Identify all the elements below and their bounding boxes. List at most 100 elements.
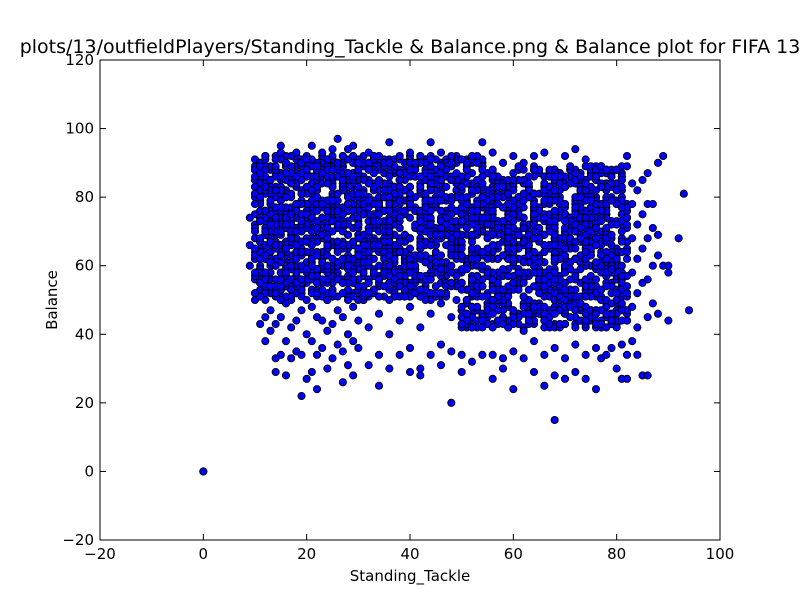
data-point xyxy=(653,230,663,239)
data-point xyxy=(591,206,601,215)
data-point xyxy=(276,251,285,260)
data-point xyxy=(473,199,482,209)
data-point xyxy=(338,241,347,250)
data-point xyxy=(261,151,270,161)
data-point xyxy=(447,151,456,161)
data-point xyxy=(426,155,435,164)
data-point xyxy=(622,350,632,359)
data-point xyxy=(287,292,296,301)
data-point xyxy=(560,354,570,363)
data-point xyxy=(509,151,518,161)
data-point xyxy=(509,347,518,356)
data-point xyxy=(261,337,270,346)
data-point xyxy=(467,254,477,263)
data-point xyxy=(256,217,265,226)
data-point xyxy=(426,179,435,188)
data-point xyxy=(524,179,533,188)
data-point xyxy=(622,151,632,161)
data-point xyxy=(457,319,466,329)
data-point xyxy=(271,213,280,222)
data-point xyxy=(297,275,306,284)
data-point xyxy=(462,295,471,305)
data-point xyxy=(266,175,275,185)
data-point xyxy=(581,247,590,257)
data-point xyxy=(679,189,688,198)
data-point xyxy=(436,162,446,171)
data-point xyxy=(633,350,642,359)
data-point xyxy=(514,285,523,294)
data-point xyxy=(287,234,296,243)
data-point xyxy=(405,148,415,157)
data-point xyxy=(276,203,285,212)
data-point xyxy=(323,295,332,305)
data-point xyxy=(478,213,487,222)
data-point xyxy=(302,374,311,383)
data-point xyxy=(256,193,265,202)
data-point xyxy=(571,367,580,377)
data-point xyxy=(395,169,404,178)
data-point xyxy=(256,319,265,329)
data-point xyxy=(426,220,435,229)
data-point xyxy=(488,309,497,318)
data-point xyxy=(550,268,559,277)
data-point xyxy=(617,271,626,281)
data-point xyxy=(560,223,570,233)
data-point xyxy=(312,223,322,233)
data-point xyxy=(250,244,260,253)
data-point xyxy=(462,193,471,202)
data-point xyxy=(638,175,647,185)
data-point xyxy=(524,309,533,318)
data-point xyxy=(287,354,296,363)
data-point xyxy=(519,196,528,205)
data-point xyxy=(385,364,394,373)
data-point xyxy=(653,309,663,318)
data-point xyxy=(617,299,626,308)
data-point xyxy=(395,223,404,233)
data-point xyxy=(323,241,332,250)
data-point xyxy=(333,134,342,143)
data-point xyxy=(473,158,482,167)
data-point xyxy=(633,323,642,332)
data-point xyxy=(483,268,492,277)
data-point xyxy=(664,268,673,277)
data-point xyxy=(597,217,606,226)
data-point xyxy=(560,199,570,209)
data-point xyxy=(405,165,415,174)
data-point xyxy=(581,155,590,164)
points-layer xyxy=(199,134,694,476)
data-point xyxy=(617,340,626,349)
data-point xyxy=(276,275,285,284)
data-point xyxy=(364,158,373,167)
data-point xyxy=(509,385,518,394)
data-point xyxy=(416,285,425,294)
data-point xyxy=(462,199,471,209)
data-point xyxy=(540,186,549,195)
data-point xyxy=(628,337,637,346)
data-point xyxy=(483,220,492,229)
data-point xyxy=(571,306,580,315)
data-point xyxy=(457,302,466,311)
data-point xyxy=(349,141,358,150)
data-point xyxy=(416,323,425,332)
data-point xyxy=(628,302,637,311)
data-point xyxy=(374,241,384,250)
data-point xyxy=(364,323,373,332)
data-point xyxy=(457,367,466,377)
data-point xyxy=(297,350,306,359)
data-point xyxy=(261,206,270,215)
data-point xyxy=(504,227,513,236)
data-point xyxy=(276,313,285,322)
data-point xyxy=(591,172,601,181)
data-point xyxy=(354,251,363,260)
data-point xyxy=(571,323,580,332)
data-point xyxy=(519,302,528,311)
data-point xyxy=(405,199,415,209)
data-point xyxy=(395,182,404,191)
data-point xyxy=(566,313,575,322)
data-point xyxy=(374,210,384,219)
data-point xyxy=(369,268,378,277)
data-point xyxy=(447,347,456,356)
data-point xyxy=(395,213,404,222)
data-point xyxy=(643,275,652,284)
